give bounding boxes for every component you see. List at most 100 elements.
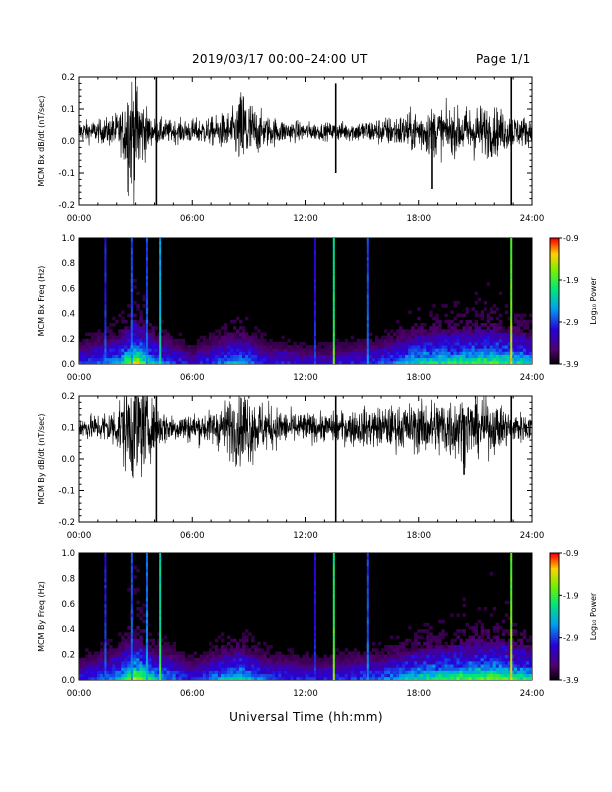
spectral-line-cell [510, 341, 513, 346]
spectrogram-cell [154, 348, 158, 352]
colorbar-segment [550, 292, 559, 296]
spectrogram-cell [112, 676, 116, 680]
spectrogram-cell [284, 360, 288, 364]
spectral-line-cell [130, 629, 133, 633]
spectral-line-cell [366, 338, 369, 343]
spectrogram-cell [230, 657, 234, 662]
spectrogram-cell [323, 357, 328, 362]
spectrogram-cell [423, 660, 427, 665]
spectral-line-cell [159, 645, 162, 649]
spectrogram-cell [106, 329, 110, 333]
spectral-line-cell [313, 357, 316, 362]
spectrogram-cell [94, 357, 98, 362]
spectrogram-cell [344, 345, 349, 349]
spectrogram-cell [293, 360, 297, 364]
spectrogram-cell [468, 338, 472, 343]
spectral-line-cell [104, 622, 107, 627]
spectrogram-cell [296, 660, 300, 665]
spectrogram-cell [242, 664, 246, 668]
spectrogram-cell [477, 651, 482, 655]
spectrogram-cell [287, 360, 291, 364]
spectrogram-cell [148, 632, 152, 636]
spectrogram-cell [468, 341, 472, 346]
spectral-line-cell [130, 575, 133, 579]
colorbar-segment [550, 240, 559, 243]
spectrogram-cell [374, 341, 379, 346]
spectrogram-cell [166, 351, 170, 355]
colorbar-segment [550, 345, 559, 348]
spectral-line-cell [366, 626, 369, 630]
spectrogram-cell [272, 354, 276, 359]
colorbar-segment [550, 280, 559, 283]
spectrogram-cell [480, 638, 485, 643]
spectrogram-cell [426, 332, 430, 337]
spectrogram-cell [302, 676, 306, 680]
spectrogram-cell [199, 354, 204, 359]
spectrogram-cell [377, 667, 382, 671]
spectral-line-cell [313, 578, 316, 582]
spectrogram-cell [423, 654, 427, 659]
spectrogram-cell [495, 323, 500, 327]
spectrogram-cell [507, 616, 512, 621]
spectrogram-cell [326, 657, 331, 662]
spectral-line-cell [145, 301, 148, 305]
spectrogram-cell [423, 329, 427, 333]
spectrogram-cell [465, 307, 469, 311]
spectral-line-cell [104, 288, 107, 292]
spectrogram-cell [205, 673, 210, 678]
spectrogram-cell [450, 654, 454, 659]
spectrogram-cell [402, 641, 406, 646]
spectrogram-cell [226, 648, 231, 652]
spectrogram-cell [384, 341, 388, 346]
spectrogram-cell [408, 664, 412, 668]
spectral-line-cell [510, 247, 513, 251]
spectrogram-cell [384, 676, 388, 680]
spectrogram-cell [414, 345, 418, 349]
spectrogram-cell [233, 651, 237, 655]
spectrogram-cell [223, 651, 228, 655]
spectrogram-cell [214, 657, 219, 662]
spectral-line-cell [159, 591, 162, 595]
colorbar-segment [550, 648, 559, 651]
colorbar-segment [550, 296, 559, 300]
spectrogram-cell [498, 673, 503, 678]
spectrogram-cell [233, 657, 237, 662]
spectrogram-cell [516, 323, 521, 327]
spectrogram-cell [438, 360, 442, 364]
spectrogram-cell [211, 357, 216, 362]
spectrogram-cell [374, 676, 379, 680]
spectrogram-cell [453, 348, 457, 352]
spectrogram-cell [236, 354, 240, 359]
spectral-line-cell [332, 294, 335, 299]
spectral-line-cell [510, 670, 513, 675]
spectrogram-cell [513, 335, 518, 340]
spectrogram-cell [426, 673, 430, 678]
spectrogram-cell [438, 323, 442, 327]
spectrogram-cell [230, 319, 234, 324]
spectrogram-cell [239, 654, 243, 659]
spectrogram-cell [160, 651, 164, 655]
spectrogram-cell [414, 667, 418, 671]
spectrogram-cell [456, 664, 460, 668]
spectrogram-cell [405, 654, 409, 659]
spectrogram-cell [504, 673, 509, 678]
spectral-line-cell [159, 241, 162, 245]
spectral-line-cell [145, 654, 148, 659]
spectrogram-cell [181, 667, 186, 671]
spectrogram-cell [148, 670, 152, 675]
spectrogram-cell [136, 667, 140, 671]
spectral-line-cell [130, 323, 133, 327]
spectrogram-cell [405, 332, 409, 337]
spectral-line-cell [332, 341, 335, 346]
spectrogram-cell [462, 632, 466, 636]
spectral-line-cell [104, 269, 107, 274]
spectral-line-cell [104, 626, 107, 630]
spectrogram-cell [293, 673, 297, 678]
spectrogram-cell [320, 676, 325, 680]
spectrogram-cell [296, 354, 300, 359]
spectrogram-cell [127, 329, 131, 333]
spectrogram-cell [447, 667, 451, 671]
spectrogram-cell [121, 651, 125, 655]
spectrogram-cell [82, 351, 86, 355]
spectrogram-cell [263, 673, 267, 678]
